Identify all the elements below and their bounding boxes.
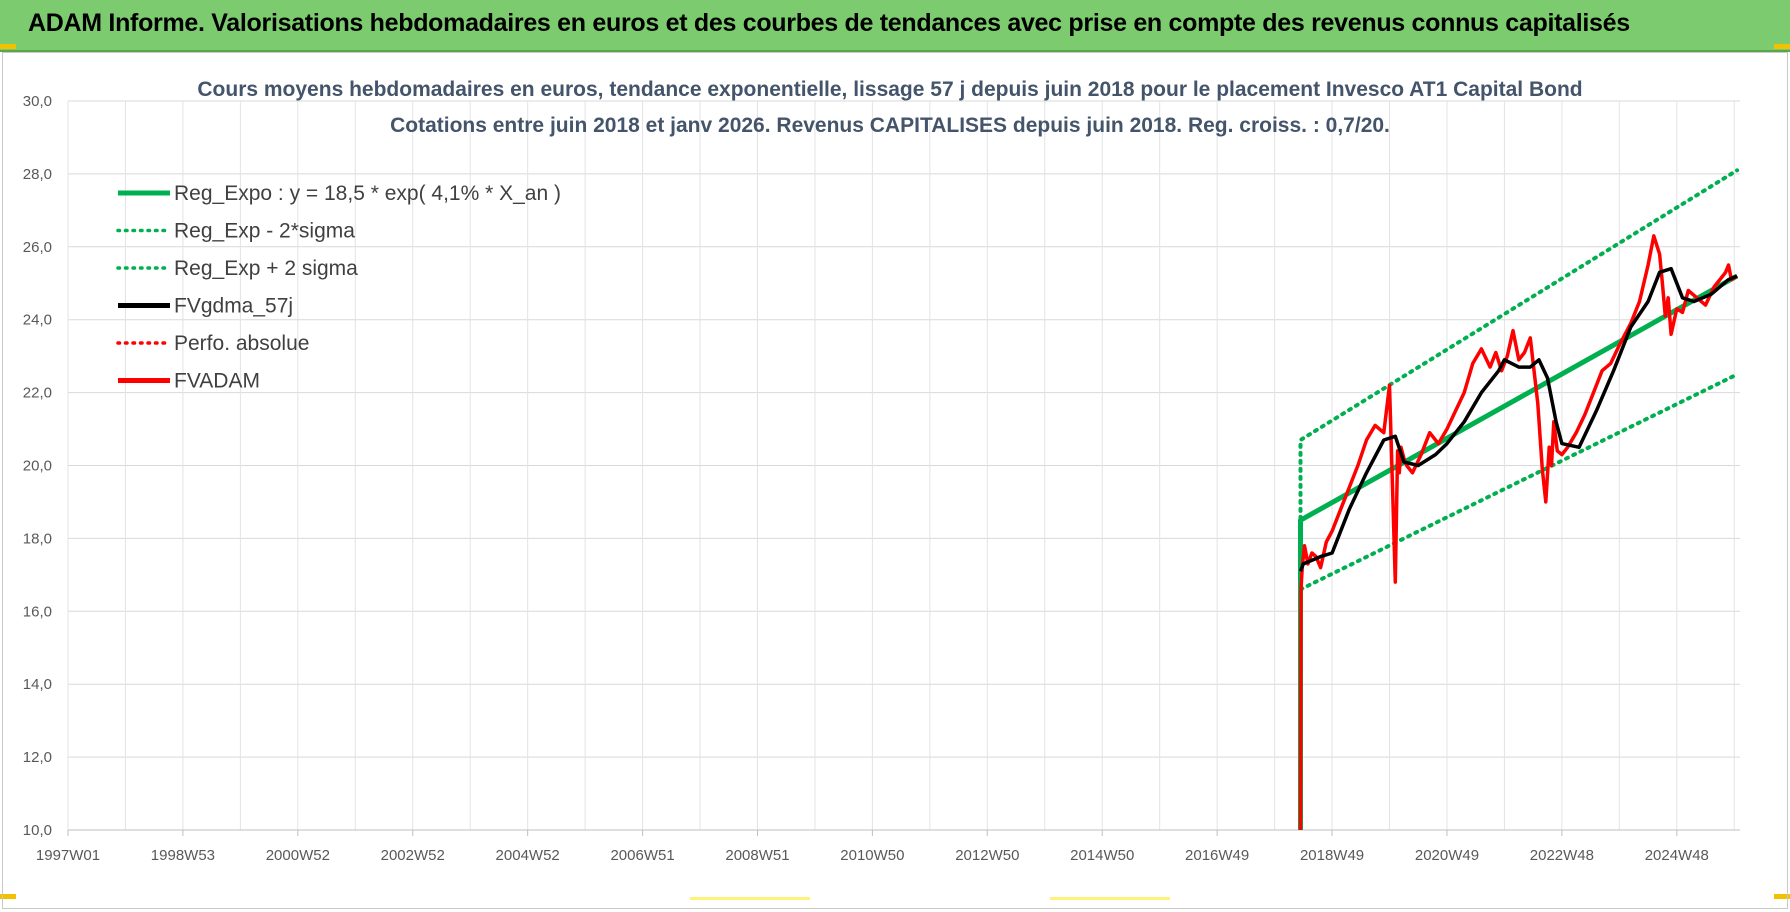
y-tick-label: 30,0 — [23, 93, 52, 110]
x-tick-label: 2012W50 — [955, 847, 1019, 864]
legend-entry: FVgdma_57j — [174, 295, 293, 318]
x-tick-label: 2004W52 — [496, 847, 560, 864]
x-tick-label: 2018W49 — [1300, 847, 1364, 864]
y-tick-label: 22,0 — [23, 385, 52, 402]
legend-entry: Reg_Expo : y = 18,5 * exp( 4,1% * X_an ) — [174, 182, 561, 205]
x-tick-label: 1997W01 — [36, 847, 100, 864]
x-tick-label: 2014W50 — [1070, 847, 1134, 864]
series-line — [1298, 372, 1740, 592]
x-tick-label: 2000W52 — [266, 847, 330, 864]
legend-entry: Reg_Exp + 2 sigma — [174, 257, 358, 280]
x-tick-label: 2024W48 — [1645, 847, 1709, 864]
x-tick-label: 2016W49 — [1185, 847, 1249, 864]
series-line — [1298, 266, 1738, 572]
x-tick-label: 2006W51 — [610, 847, 674, 864]
series-group — [1298, 168, 1740, 831]
grid — [67, 100, 1740, 831]
x-tick-label: 2022W48 — [1530, 847, 1594, 864]
legend-entry: Reg_Exp - 2*sigma — [174, 220, 355, 243]
y-tick-label: 16,0 — [23, 603, 52, 620]
y-tick-label: 12,0 — [23, 749, 52, 766]
highlight-mark — [690, 897, 810, 900]
y-tick-label: 20,0 — [23, 458, 52, 475]
x-tick-label: 2002W52 — [381, 847, 445, 864]
x-tick-label: 2010W50 — [840, 847, 904, 864]
legend-entry: FVADAM — [174, 370, 260, 393]
y-tick-label: 28,0 — [23, 166, 52, 183]
y-tick-label: 26,0 — [23, 239, 52, 256]
y-tick-label: 14,0 — [23, 676, 52, 693]
report-title: ADAM Informe. Valorisations hebdomadaire… — [28, 9, 1630, 37]
chart-frame — [2, 52, 1788, 909]
x-axis: 1997W01 1998W53 2000W52 2002W52 2004W52 2006W… — [36, 829, 1740, 864]
corner-marker — [1774, 894, 1790, 899]
x-tick-label: 2008W51 — [725, 847, 789, 864]
highlight-mark — [1050, 897, 1170, 900]
series-line — [1298, 168, 1740, 577]
y-axis: 10,0 12,0 14,0 16,0 18,0 20,0 22,0 24,0 26,0 28,0… — [23, 93, 52, 839]
y-tick-label: 10,0 — [23, 822, 52, 839]
legend-entry: Perfo. absolue — [174, 332, 309, 355]
series-line — [1298, 234, 1739, 831]
corner-marker — [1774, 44, 1790, 49]
corner-marker — [0, 894, 16, 899]
y-tick-label: 18,0 — [23, 530, 52, 547]
chart-title: Cours moyens hebdomadaires en euros, ten… — [197, 78, 1582, 101]
x-tick-label: 2020W49 — [1415, 847, 1479, 864]
y-tick-label: 24,0 — [23, 312, 52, 329]
chart-subtitle: Cotations entre juin 2018 et janv 2026. … — [390, 114, 1390, 137]
legend: Reg_Expo : y = 18,5 * exp( 4,1% * X_an )… — [116, 182, 561, 393]
corner-marker — [0, 44, 16, 49]
x-tick-label: 1998W53 — [151, 847, 215, 864]
report-banner: ADAM Informe. Valorisations hebdomadaire… — [0, 0, 1790, 52]
